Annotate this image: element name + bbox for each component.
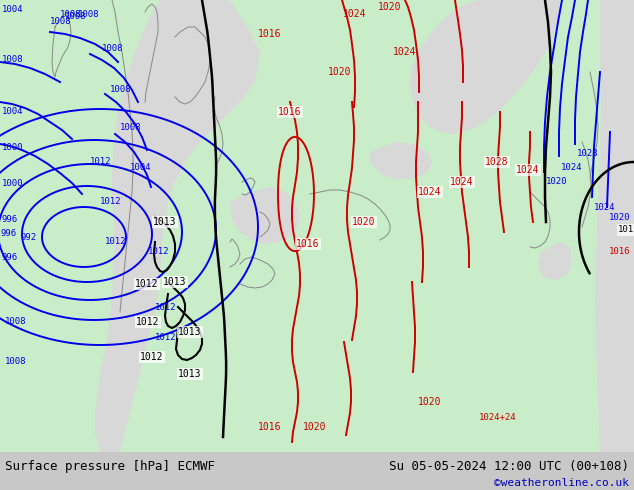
Text: 1000: 1000 [2,143,23,151]
Text: 1016: 1016 [258,29,281,39]
Text: 1020: 1020 [609,213,630,221]
Text: 1024: 1024 [343,9,366,19]
Text: 1012: 1012 [148,247,169,256]
Text: 1028: 1028 [577,149,598,158]
Text: 1024: 1024 [561,163,583,172]
Text: 1008: 1008 [120,122,141,131]
Text: 1012: 1012 [100,197,122,206]
Text: 1013: 1013 [163,277,187,287]
Text: 1020: 1020 [378,2,402,12]
Text: 1024: 1024 [450,177,474,187]
Text: 1020: 1020 [303,422,327,432]
Text: 1024: 1024 [418,187,441,197]
Text: 1013: 1013 [178,369,202,379]
Text: 1016: 1016 [296,239,320,249]
Text: 1024: 1024 [393,47,417,57]
Text: 1012: 1012 [135,279,158,289]
Text: 1012: 1012 [140,352,164,362]
Text: 1016: 1016 [609,247,630,256]
Polygon shape [595,0,634,452]
Polygon shape [538,242,572,280]
Text: Su 05-05-2024 12:00 UTC (00+108): Su 05-05-2024 12:00 UTC (00+108) [389,460,629,473]
Text: 1008: 1008 [78,10,100,20]
Text: 1012: 1012 [90,157,112,167]
Text: 1012: 1012 [155,333,176,342]
Text: 1013: 1013 [178,327,202,337]
Text: 1024: 1024 [516,165,540,175]
Text: 1008: 1008 [110,85,131,95]
Text: 1008: 1008 [50,18,72,26]
Text: 1000: 1000 [2,179,23,189]
Text: 1016: 1016 [258,422,281,432]
Text: 1008: 1008 [5,358,27,367]
Polygon shape [95,0,260,452]
Text: 1020: 1020 [546,177,567,187]
Text: 1024: 1024 [594,202,616,212]
Text: 1013: 1013 [153,217,177,227]
Text: 1020: 1020 [352,217,375,227]
Polygon shape [230,187,300,244]
Text: 1008: 1008 [102,45,124,53]
Polygon shape [410,0,560,134]
Text: 1004: 1004 [2,107,23,117]
Text: 1016: 1016 [278,107,302,117]
Text: 1020: 1020 [418,397,442,407]
Text: 1004: 1004 [2,5,23,15]
Text: 996: 996 [2,252,18,262]
Text: 992: 992 [21,232,37,242]
Text: ©weatheronline.co.uk: ©weatheronline.co.uk [494,478,629,488]
Text: 1024+24: 1024+24 [479,413,517,421]
Text: 1008: 1008 [5,318,27,326]
Text: 996: 996 [1,229,17,239]
Text: 1012: 1012 [155,302,176,312]
Text: 996: 996 [2,216,18,224]
Text: 1008: 1008 [2,55,23,65]
Text: 1008: 1008 [60,10,82,20]
Text: 101·: 101· [618,225,634,235]
Text: Surface pressure [hPa] ECMWF: Surface pressure [hPa] ECMWF [5,460,215,473]
Polygon shape [0,0,634,452]
Text: 1008: 1008 [65,13,86,22]
Text: 1028: 1028 [485,157,508,167]
Polygon shape [370,142,432,180]
Text: 1012: 1012 [136,317,160,327]
Text: 1004: 1004 [130,163,152,172]
Text: 1020: 1020 [328,67,352,77]
Text: 1012: 1012 [105,238,127,246]
